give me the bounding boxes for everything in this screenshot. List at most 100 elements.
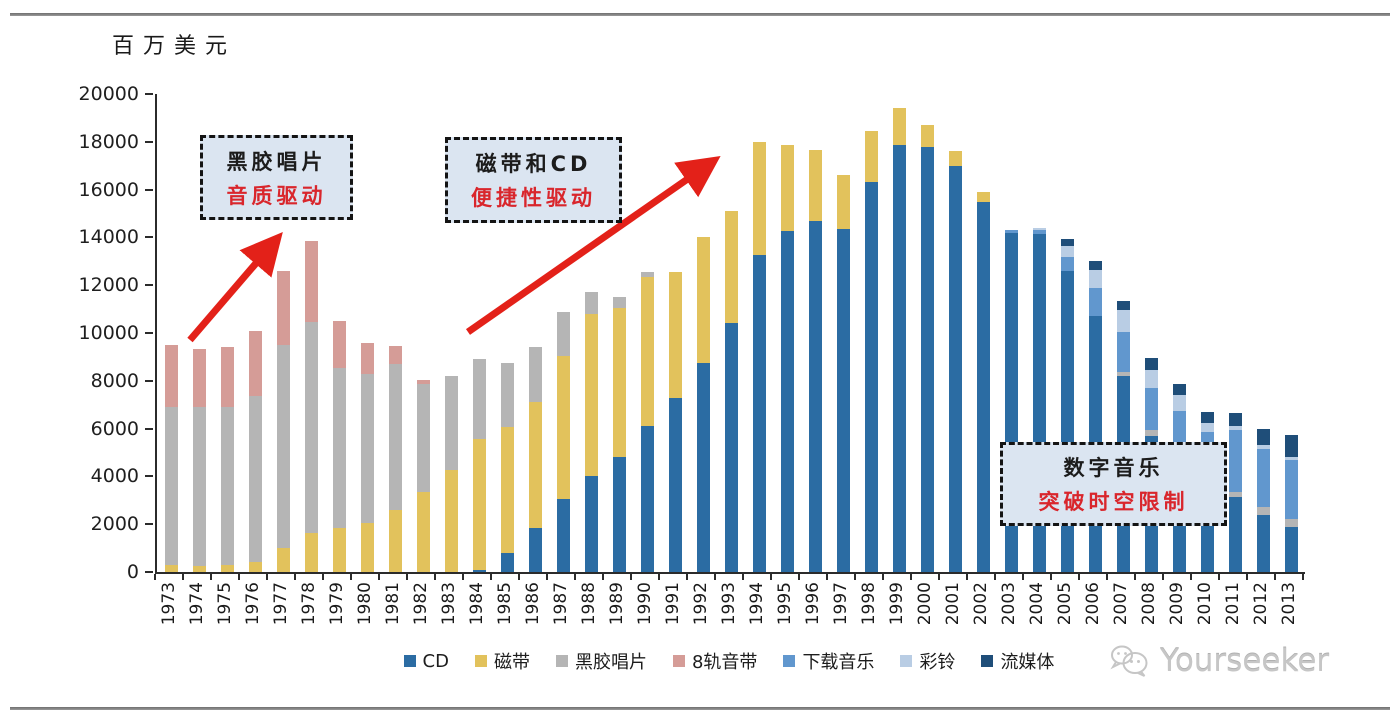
y-tick-label-14000: 14000 [78,226,139,249]
segment-彩铃-2004 [1032,227,1046,231]
stacked-bar-1990 [640,272,654,572]
x-tick-mark [994,574,996,580]
legend-item-彩铃: 彩铃 [900,648,955,674]
x-tick-label-1982: 1982 [410,582,431,626]
x-tick-label-2001: 2001 [942,582,963,626]
x-tick-label-1989: 1989 [606,582,627,626]
segment-彩铃-2006 [1088,269,1102,288]
stacked-bar-1975 [220,347,234,572]
segment-彩铃-2009 [1172,395,1186,411]
segment-CD-2012 [1256,514,1270,572]
x-tick-mark [1274,574,1276,580]
segment-黑胶唱片-2012 [1256,507,1270,515]
stacked-bar-1979 [332,321,346,572]
chart-legend: CD 磁带 黑胶唱片 8轨音带 下载音乐 彩铃 流媒体 [155,648,1303,674]
segment-黑胶唱片-1981 [388,364,402,510]
segment-黑胶唱片-2007 [1116,372,1130,377]
segment-CD-1995 [780,231,794,572]
stacked-bar-1994 [752,141,766,572]
bar-column-1991 [661,94,689,572]
y-tick-label-6000: 6000 [90,417,139,440]
x-tick-label-1998: 1998 [858,582,879,626]
segment-CD-2001 [948,165,962,572]
legend-swatch-磁带 [474,655,487,667]
legend-label-下载音乐: 下载音乐 [802,652,875,673]
x-tick-mark [686,574,688,580]
segment-彩铃-2008 [1144,370,1158,388]
annotation-vinyl-title: 黑胶唱片 [226,149,327,174]
legend-swatch-下载音乐 [783,655,796,667]
segment-磁带-1999 [892,108,906,146]
annotation-cassette-cd-title: 磁带和CD [475,152,592,176]
segment-彩铃-2013 [1284,456,1298,460]
x-tick-mark [1302,574,1304,580]
segment-磁带-1987 [556,355,570,500]
x-tick-mark [266,574,268,580]
segment-CD-1990 [640,426,654,572]
x-tick-mark [462,574,464,580]
y-tick-label-0: 0 [126,561,139,583]
y-axis-unit-label: 百万美元 [112,34,237,59]
segment-黑胶唱片-1987 [556,311,570,356]
stacked-bar-1985 [500,362,514,572]
x-tick-mark [602,574,604,580]
x-tick-label-2010: 2010 [1194,582,1215,626]
x-tick-label-1977: 1977 [270,582,291,626]
segment-CD-1988 [584,476,598,572]
segment-磁带-1996 [808,150,822,221]
segment-8轨音带-1980 [360,342,374,374]
legend-swatch-彩铃 [900,655,913,667]
segment-CD-1984 [472,569,486,572]
x-tick-label-1993: 1993 [718,582,739,626]
y-tick-mark-8000 [145,379,153,382]
x-tick-mark [742,574,744,580]
x-tick-mark [1190,574,1192,580]
y-tick-mark-10000 [145,332,153,334]
y-tick-mark-20000 [145,93,153,95]
stacked-bar-1995 [780,145,794,572]
y-tick-label-4000: 4000 [90,465,139,488]
x-tick-mark [1246,574,1248,580]
watermark: Yourseeker [1108,642,1329,680]
stacked-bar-1998 [864,131,878,572]
x-tick-label-2005: 2005 [1054,582,1075,626]
bar-column-2011 [1221,94,1249,572]
stacked-bar-1983 [444,376,458,572]
bar-column-2002 [969,94,997,572]
segment-磁带-1973 [164,564,178,572]
x-tick-mark [658,574,660,580]
x-tick-label-2009: 2009 [1166,582,1187,626]
x-tick-mark [966,574,968,580]
x-tick-mark [574,574,576,580]
segment-下载音乐-2012 [1256,448,1270,508]
bar-column-1997 [829,94,857,572]
y-tick-mark-2000 [145,523,153,526]
x-tick-label-1990: 1990 [634,582,655,626]
x-tick-label-1976: 1976 [242,582,263,626]
x-tick-mark [882,574,884,580]
segment-CD-2013 [1284,526,1298,572]
segment-磁带-1982 [416,491,430,572]
x-tick-mark [322,574,324,580]
bar-column-1979 [325,94,353,572]
segment-8轨音带-1977 [276,270,290,345]
bar-column-2012 [1249,94,1277,572]
stacked-bar-2011 [1228,412,1242,572]
x-tick-mark [182,574,184,580]
legend-label-彩铃: 彩铃 [919,652,956,673]
x-tick-mark [294,574,296,580]
y-tick-label-10000: 10000 [78,322,139,344]
x-tick-mark [518,574,520,580]
x-tick-mark [1050,574,1052,580]
segment-流媒体-2011 [1228,412,1242,427]
x-tick-label-1991: 1991 [662,582,683,626]
bottom-divider [10,707,1390,710]
x-tick-mark [770,574,772,580]
segment-流媒体-2012 [1256,428,1270,446]
segment-CD-2000 [920,146,934,572]
x-tick-mark [630,574,632,580]
x-tick-label-1985: 1985 [494,582,515,626]
segment-下载音乐-2003 [1004,230,1018,233]
segment-彩铃-2010 [1200,422,1214,433]
legend-swatch-流媒体 [981,655,994,667]
